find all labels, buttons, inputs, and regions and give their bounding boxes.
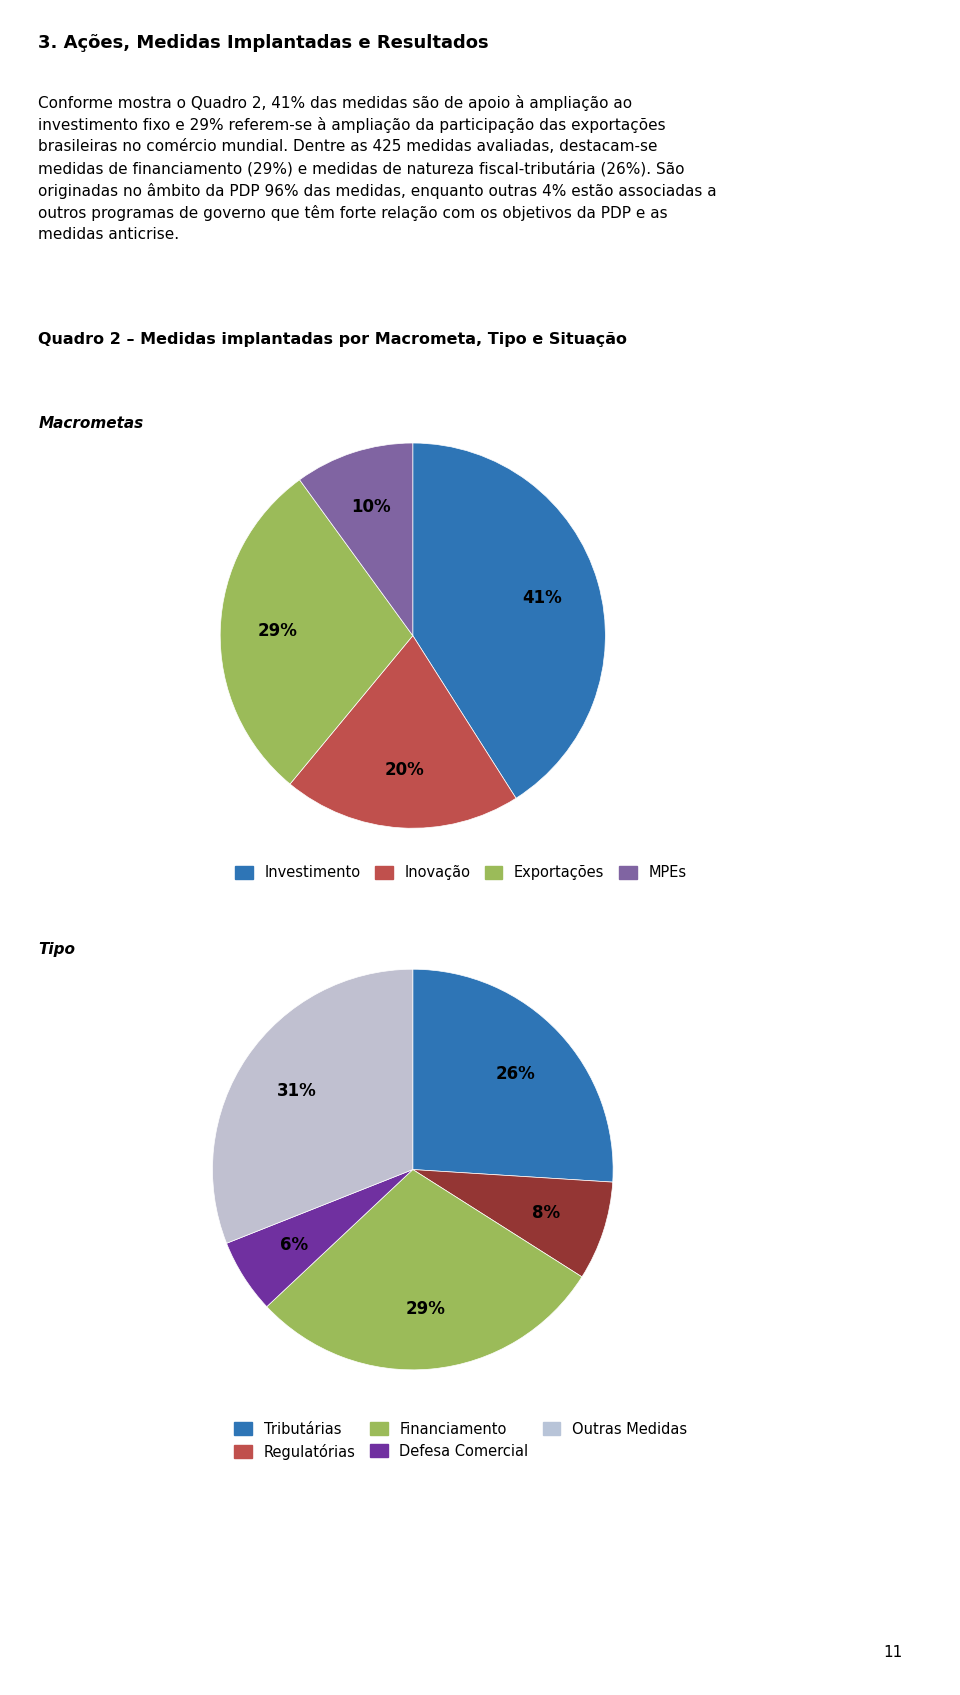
- Wedge shape: [212, 970, 413, 1244]
- Text: 10%: 10%: [351, 498, 391, 517]
- Legend: Tributárias, Regulatórias, Financiamento, Defesa Comercial, Outras Medidas: Tributárias, Regulatórias, Financiamento…: [228, 1415, 693, 1466]
- Wedge shape: [413, 442, 606, 798]
- Text: Conforme mostra o Quadro 2, 41% das medidas são de apoio à ampliação ao
investim: Conforme mostra o Quadro 2, 41% das medi…: [38, 95, 717, 242]
- Legend: Investimento, Inovação, Exportações, MPEs: Investimento, Inovação, Exportações, MPE…: [229, 859, 692, 886]
- Wedge shape: [413, 970, 613, 1181]
- Text: 20%: 20%: [384, 761, 424, 780]
- Wedge shape: [413, 1170, 612, 1276]
- Text: Macrometas: Macrometas: [38, 417, 144, 431]
- Wedge shape: [220, 480, 413, 785]
- Text: Tipo: Tipo: [38, 942, 76, 956]
- Wedge shape: [267, 1170, 582, 1370]
- Text: 3. Ações, Medidas Implantadas e Resultados: 3. Ações, Medidas Implantadas e Resultad…: [38, 34, 489, 53]
- Text: 8%: 8%: [532, 1203, 561, 1222]
- Wedge shape: [227, 1170, 413, 1307]
- Text: 26%: 26%: [495, 1064, 535, 1083]
- Text: 6%: 6%: [280, 1236, 308, 1254]
- Text: 29%: 29%: [258, 622, 298, 641]
- Text: Quadro 2 – Medidas implantadas por Macrometa, Tipo e Situação: Quadro 2 – Medidas implantadas por Macro…: [38, 332, 628, 347]
- Text: 41%: 41%: [522, 588, 563, 607]
- Text: 31%: 31%: [276, 1081, 317, 1100]
- Wedge shape: [300, 442, 413, 636]
- Text: 11: 11: [883, 1646, 902, 1659]
- Text: 29%: 29%: [406, 1300, 446, 1319]
- Wedge shape: [290, 636, 516, 829]
